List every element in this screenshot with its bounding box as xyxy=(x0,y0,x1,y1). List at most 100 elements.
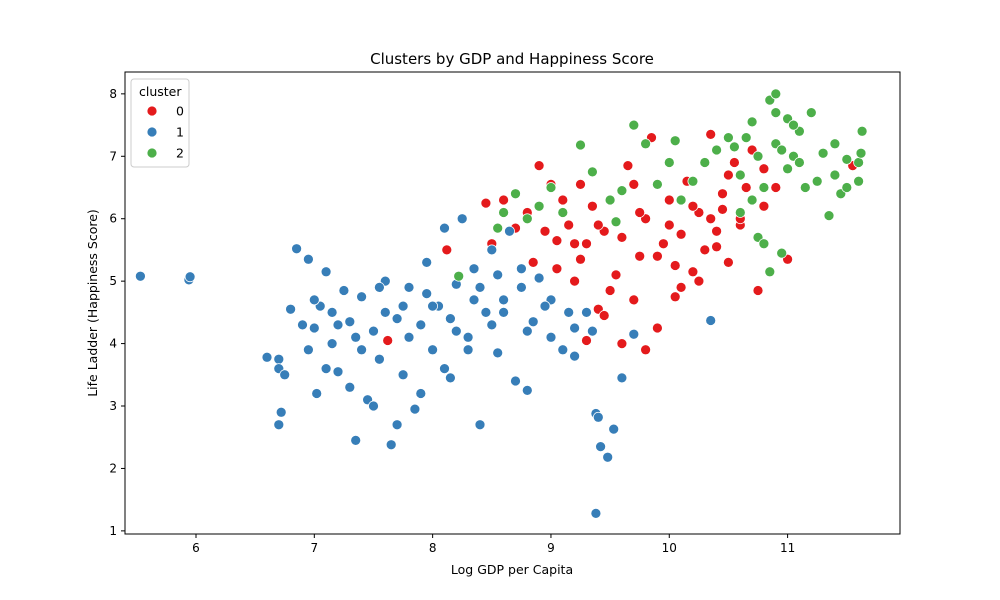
data-point-cluster-2 xyxy=(575,139,586,151)
data-point-cluster-2 xyxy=(788,119,799,131)
data-point-cluster-0 xyxy=(711,225,722,237)
data-point-cluster-0 xyxy=(693,275,705,287)
legend-title: cluster xyxy=(139,84,182,99)
data-point-cluster-1 xyxy=(397,369,409,381)
data-point-cluster-2 xyxy=(729,141,740,153)
plot-frame xyxy=(124,71,901,535)
data-point-cluster-1 xyxy=(308,294,320,306)
data-point-cluster-1 xyxy=(320,266,332,278)
data-point-cluster-0 xyxy=(622,160,634,171)
data-point-cluster-0 xyxy=(628,294,640,306)
data-point-cluster-1 xyxy=(504,225,515,237)
data-point-cluster-2 xyxy=(794,157,805,168)
data-point-cluster-0 xyxy=(723,169,734,181)
data-point-cluster-0 xyxy=(705,129,717,140)
data-point-cluster-0 xyxy=(441,244,453,256)
data-point-cluster-1 xyxy=(421,288,433,299)
data-point-cluster-2 xyxy=(853,175,864,187)
data-point-cluster-1 xyxy=(285,303,296,315)
data-point-cluster-1 xyxy=(569,350,580,362)
data-point-cluster-2 xyxy=(687,175,699,187)
data-point-cluster-1 xyxy=(261,351,273,363)
data-point-cluster-1 xyxy=(403,331,415,343)
legend-marker xyxy=(146,126,158,138)
y-tick-label: 8 xyxy=(109,87,117,101)
data-point-cluster-1 xyxy=(590,508,602,519)
data-point-cluster-1 xyxy=(421,257,433,268)
data-point-cluster-0 xyxy=(711,241,722,253)
data-point-cluster-0 xyxy=(604,285,616,296)
data-point-cluster-1 xyxy=(581,307,592,318)
data-point-cluster-1 xyxy=(427,344,438,356)
data-point-cluster-1 xyxy=(326,338,338,349)
data-point-cluster-0 xyxy=(717,204,728,215)
data-point-cluster-0 xyxy=(770,182,782,193)
data-point-cluster-1 xyxy=(332,366,344,378)
data-point-cluster-1 xyxy=(498,307,509,318)
data-point-cluster-1 xyxy=(602,451,614,463)
legend-entry: 2 xyxy=(176,146,184,161)
data-point-cluster-2 xyxy=(557,207,569,218)
data-point-cluster-0 xyxy=(752,285,764,296)
x-tick-label: 11 xyxy=(780,541,795,555)
data-point-cluster-1 xyxy=(275,406,287,418)
data-point-cluster-1 xyxy=(379,307,391,318)
data-point-cluster-1 xyxy=(474,282,486,293)
data-point-cluster-2 xyxy=(533,200,545,212)
data-point-cluster-1 xyxy=(439,222,450,234)
data-point-cluster-0 xyxy=(533,160,545,171)
data-point-cluster-0 xyxy=(557,194,569,206)
data-point-cluster-1 xyxy=(628,328,640,340)
x-tick-label: 10 xyxy=(662,541,677,555)
data-point-cluster-2 xyxy=(616,185,628,196)
data-point-cluster-2 xyxy=(841,182,853,193)
data-point-cluster-2 xyxy=(811,175,823,187)
data-point-cluster-2 xyxy=(453,270,465,282)
data-point-cluster-2 xyxy=(699,157,711,168)
y-axis-label: Life Ladder (Happiness Score) xyxy=(85,209,100,397)
data-point-cluster-0 xyxy=(581,238,592,250)
data-point-cluster-1 xyxy=(533,272,545,284)
data-point-cluster-1 xyxy=(344,381,356,393)
data-point-cluster-1 xyxy=(462,331,474,343)
data-point-cluster-1 xyxy=(456,213,468,225)
x-tick-label: 9 xyxy=(547,541,555,555)
data-point-cluster-0 xyxy=(687,266,699,278)
x-tick-label: 6 xyxy=(192,541,200,555)
data-point-cluster-0 xyxy=(758,163,770,175)
data-point-cluster-0 xyxy=(569,238,580,250)
data-point-cluster-1 xyxy=(308,322,320,334)
data-point-cluster-0 xyxy=(699,244,711,256)
data-point-cluster-1 xyxy=(510,375,521,387)
data-point-cluster-1 xyxy=(480,307,492,318)
data-point-cluster-0 xyxy=(616,232,628,243)
data-point-cluster-1 xyxy=(397,300,409,312)
data-point-cluster-0 xyxy=(498,194,509,206)
data-point-cluster-2 xyxy=(770,107,782,118)
data-point-cluster-1 xyxy=(385,439,397,451)
data-point-cluster-2 xyxy=(640,138,651,150)
data-point-cluster-1 xyxy=(439,363,450,374)
data-point-cluster-1 xyxy=(350,435,362,446)
data-point-cluster-1 xyxy=(391,313,403,324)
data-point-cluster-0 xyxy=(723,257,734,268)
data-point-cluster-0 xyxy=(575,179,586,190)
chart-title: Clusters by GDP and Happiness Score xyxy=(370,50,654,68)
y-tick-label: 1 xyxy=(109,524,117,538)
legend-entry: 1 xyxy=(176,125,184,140)
data-point-cluster-1 xyxy=(356,291,367,303)
data-point-cluster-2 xyxy=(498,207,509,218)
data-point-cluster-2 xyxy=(829,138,841,150)
data-point-cluster-0 xyxy=(675,228,687,240)
data-point-cluster-2 xyxy=(829,169,841,181)
data-point-cluster-2 xyxy=(604,194,616,206)
data-point-cluster-2 xyxy=(628,119,640,131)
data-point-cluster-0 xyxy=(652,322,663,334)
data-point-cluster-1 xyxy=(705,315,717,326)
data-point-cluster-2 xyxy=(758,238,770,250)
data-point-cluster-0 xyxy=(758,200,770,212)
data-point-cluster-2 xyxy=(752,150,764,162)
data-point-cluster-0 xyxy=(616,338,628,349)
data-point-cluster-0 xyxy=(663,194,675,206)
